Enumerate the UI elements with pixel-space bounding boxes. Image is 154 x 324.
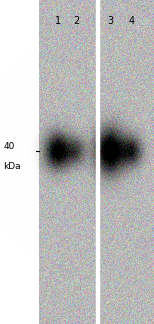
Text: 2: 2 xyxy=(73,16,79,26)
Text: 1: 1 xyxy=(55,16,61,26)
Text: 40: 40 xyxy=(3,142,14,151)
Text: kDa: kDa xyxy=(3,162,21,171)
Text: 3: 3 xyxy=(107,16,113,26)
Text: 4: 4 xyxy=(129,16,135,26)
